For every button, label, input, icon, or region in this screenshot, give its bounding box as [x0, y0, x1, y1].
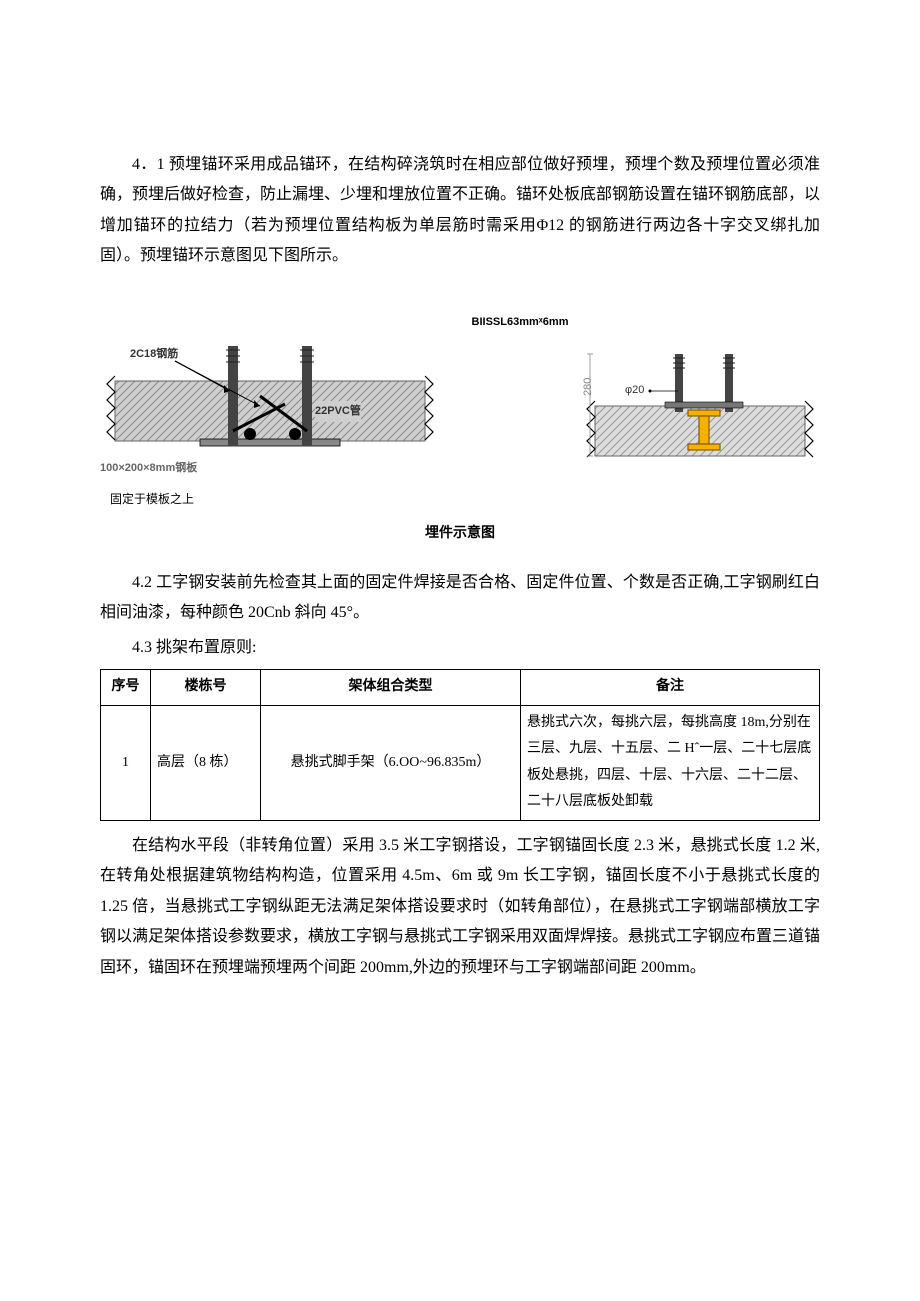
cell-building: 高层（8 栋） [151, 705, 261, 820]
th-type: 架体组合类型 [261, 670, 521, 706]
label-plate: 100×200×8mm钢板 [100, 458, 197, 479]
figure-caption-small: 固定于模板之上 [110, 488, 820, 511]
table-header-row: 序号 楼栋号 架体组合类型 备注 [101, 670, 820, 706]
label-rebar: 2C18钢筋 [130, 344, 178, 365]
figure-left: 2C18钢筋 22PVC管 100×200×8mm钢板 [100, 336, 440, 486]
figure-block: BIISSL63mmˣ6mm [100, 312, 820, 548]
cell-note: 悬挑式六次，每挑六层，每挑高度 18m,分别在三层、九层、十五层、二 Hˆ一层、… [521, 705, 820, 820]
figure-right: φ20 280 [580, 336, 820, 486]
figure-right-svg [580, 336, 820, 486]
table-row: 1 高层（8 栋） 悬挑式脚手架（6.OO~96.835m） 悬挑式六次，每挑六… [101, 705, 820, 820]
paragraph-4-1: 4．1 预埋锚环采用成品锚环，在结构碎浇筑时在相应部位做好预埋，预埋个数及预埋位… [100, 150, 820, 272]
paragraph-4-2: 4.2 工字钢安装前先检查其上面的固定件焊接是否合格、固定件位置、个数是否正确,… [100, 568, 820, 629]
cell-type: 悬挑式脚手架（6.OO~96.835m） [261, 705, 521, 820]
cell-seq: 1 [101, 705, 151, 820]
figure-row: 2C18钢筋 22PVC管 100×200×8mm钢板 [100, 336, 820, 486]
th-note: 备注 [521, 670, 820, 706]
paragraph-4-3: 4.3 挑架布置原则: [100, 633, 820, 663]
label-height: 280 [578, 378, 599, 396]
label-phi: φ20 [625, 380, 644, 401]
paragraph-after-table: 在结构水平段（非转角位置）采用 3.5 米工字钢搭设，工字钢锚固长度 2.3 米… [100, 831, 820, 983]
layout-table: 序号 楼栋号 架体组合类型 备注 1 高层（8 栋） 悬挑式脚手架（6.OO~9… [100, 669, 820, 821]
label-pvc: 22PVC管 [315, 401, 361, 422]
th-seq: 序号 [101, 670, 151, 706]
figure-top-label: BIISSL63mmˣ6mm [100, 312, 820, 333]
th-building: 楼栋号 [151, 670, 261, 706]
figure-caption: 埋件示意图 [100, 521, 820, 548]
